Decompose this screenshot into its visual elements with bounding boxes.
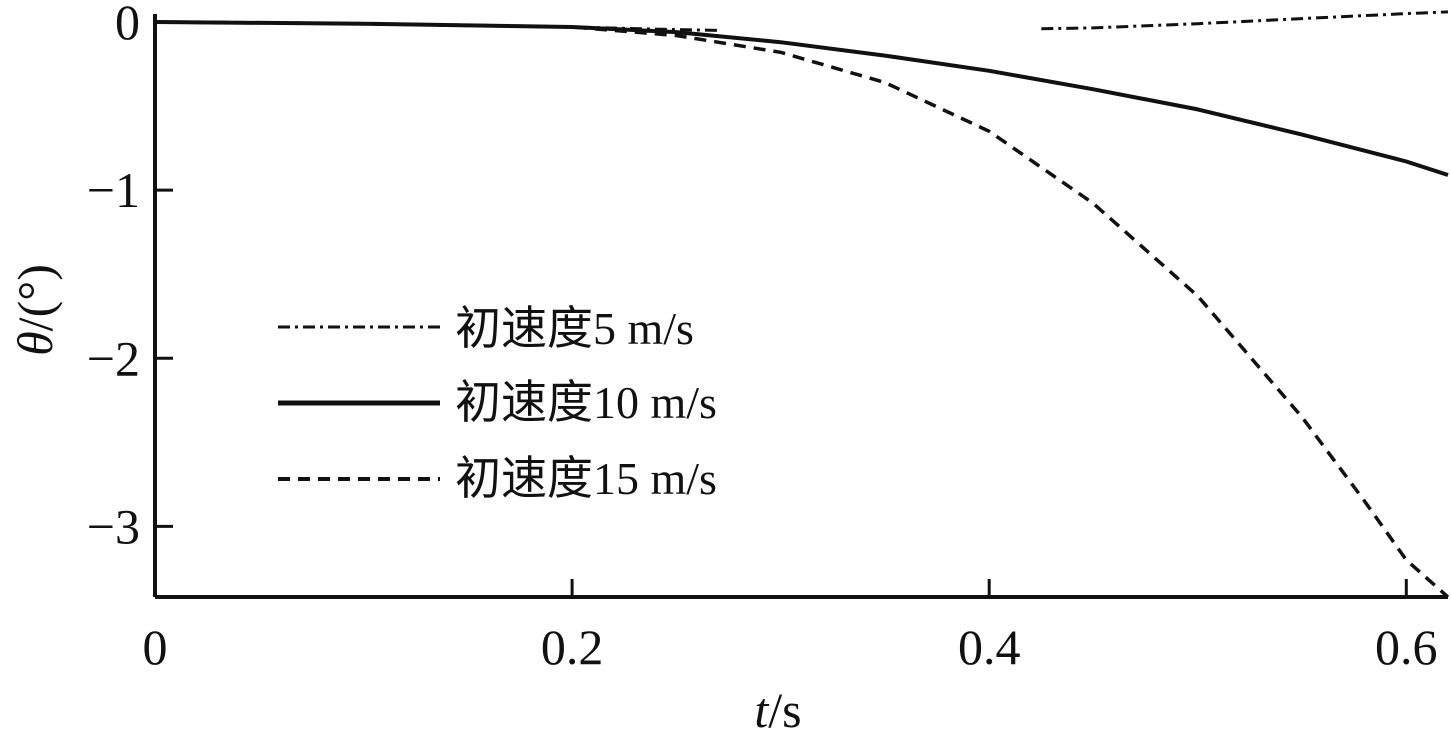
series-layer [154, 10, 1450, 599]
x-tick-label: 0 [143, 619, 168, 675]
series-1-line [1041, 10, 1449, 31]
y-tick-label: 0 [115, 0, 140, 50]
x-tick-label: 0.2 [541, 619, 604, 675]
legend-label-series-2: 初速度10 m/s [455, 377, 717, 428]
ticks-layer: 0 0.2 0.4 0.6 0 −1 −2 −3 [87, 0, 1438, 675]
series-3-line [154, 20, 1450, 599]
series-2-line [154, 20, 1449, 177]
x-tick-label: 0.6 [1375, 619, 1438, 675]
y-axis-unit: /(°) [7, 264, 63, 331]
y-axis-variable: θ [7, 331, 63, 356]
y-tick-label: −1 [87, 162, 140, 218]
x-axis-label: t/s [754, 682, 801, 729]
axes-layer [153, 14, 1448, 599]
y-tick-label: −2 [87, 330, 140, 386]
y-tick-label: −3 [87, 498, 140, 554]
legend: 初速度5 m/s 初速度10 m/s 初速度15 m/s [278, 303, 717, 504]
y-axis-label: θ/(°) [7, 264, 63, 356]
legend-label-series-3: 初速度15 m/s [455, 453, 717, 504]
x-tick-label: 0.4 [958, 619, 1021, 675]
legend-label-series-1: 初速度5 m/s [455, 303, 694, 354]
x-axis-unit: /s [768, 682, 801, 729]
x-axis-variable: t [754, 682, 769, 729]
